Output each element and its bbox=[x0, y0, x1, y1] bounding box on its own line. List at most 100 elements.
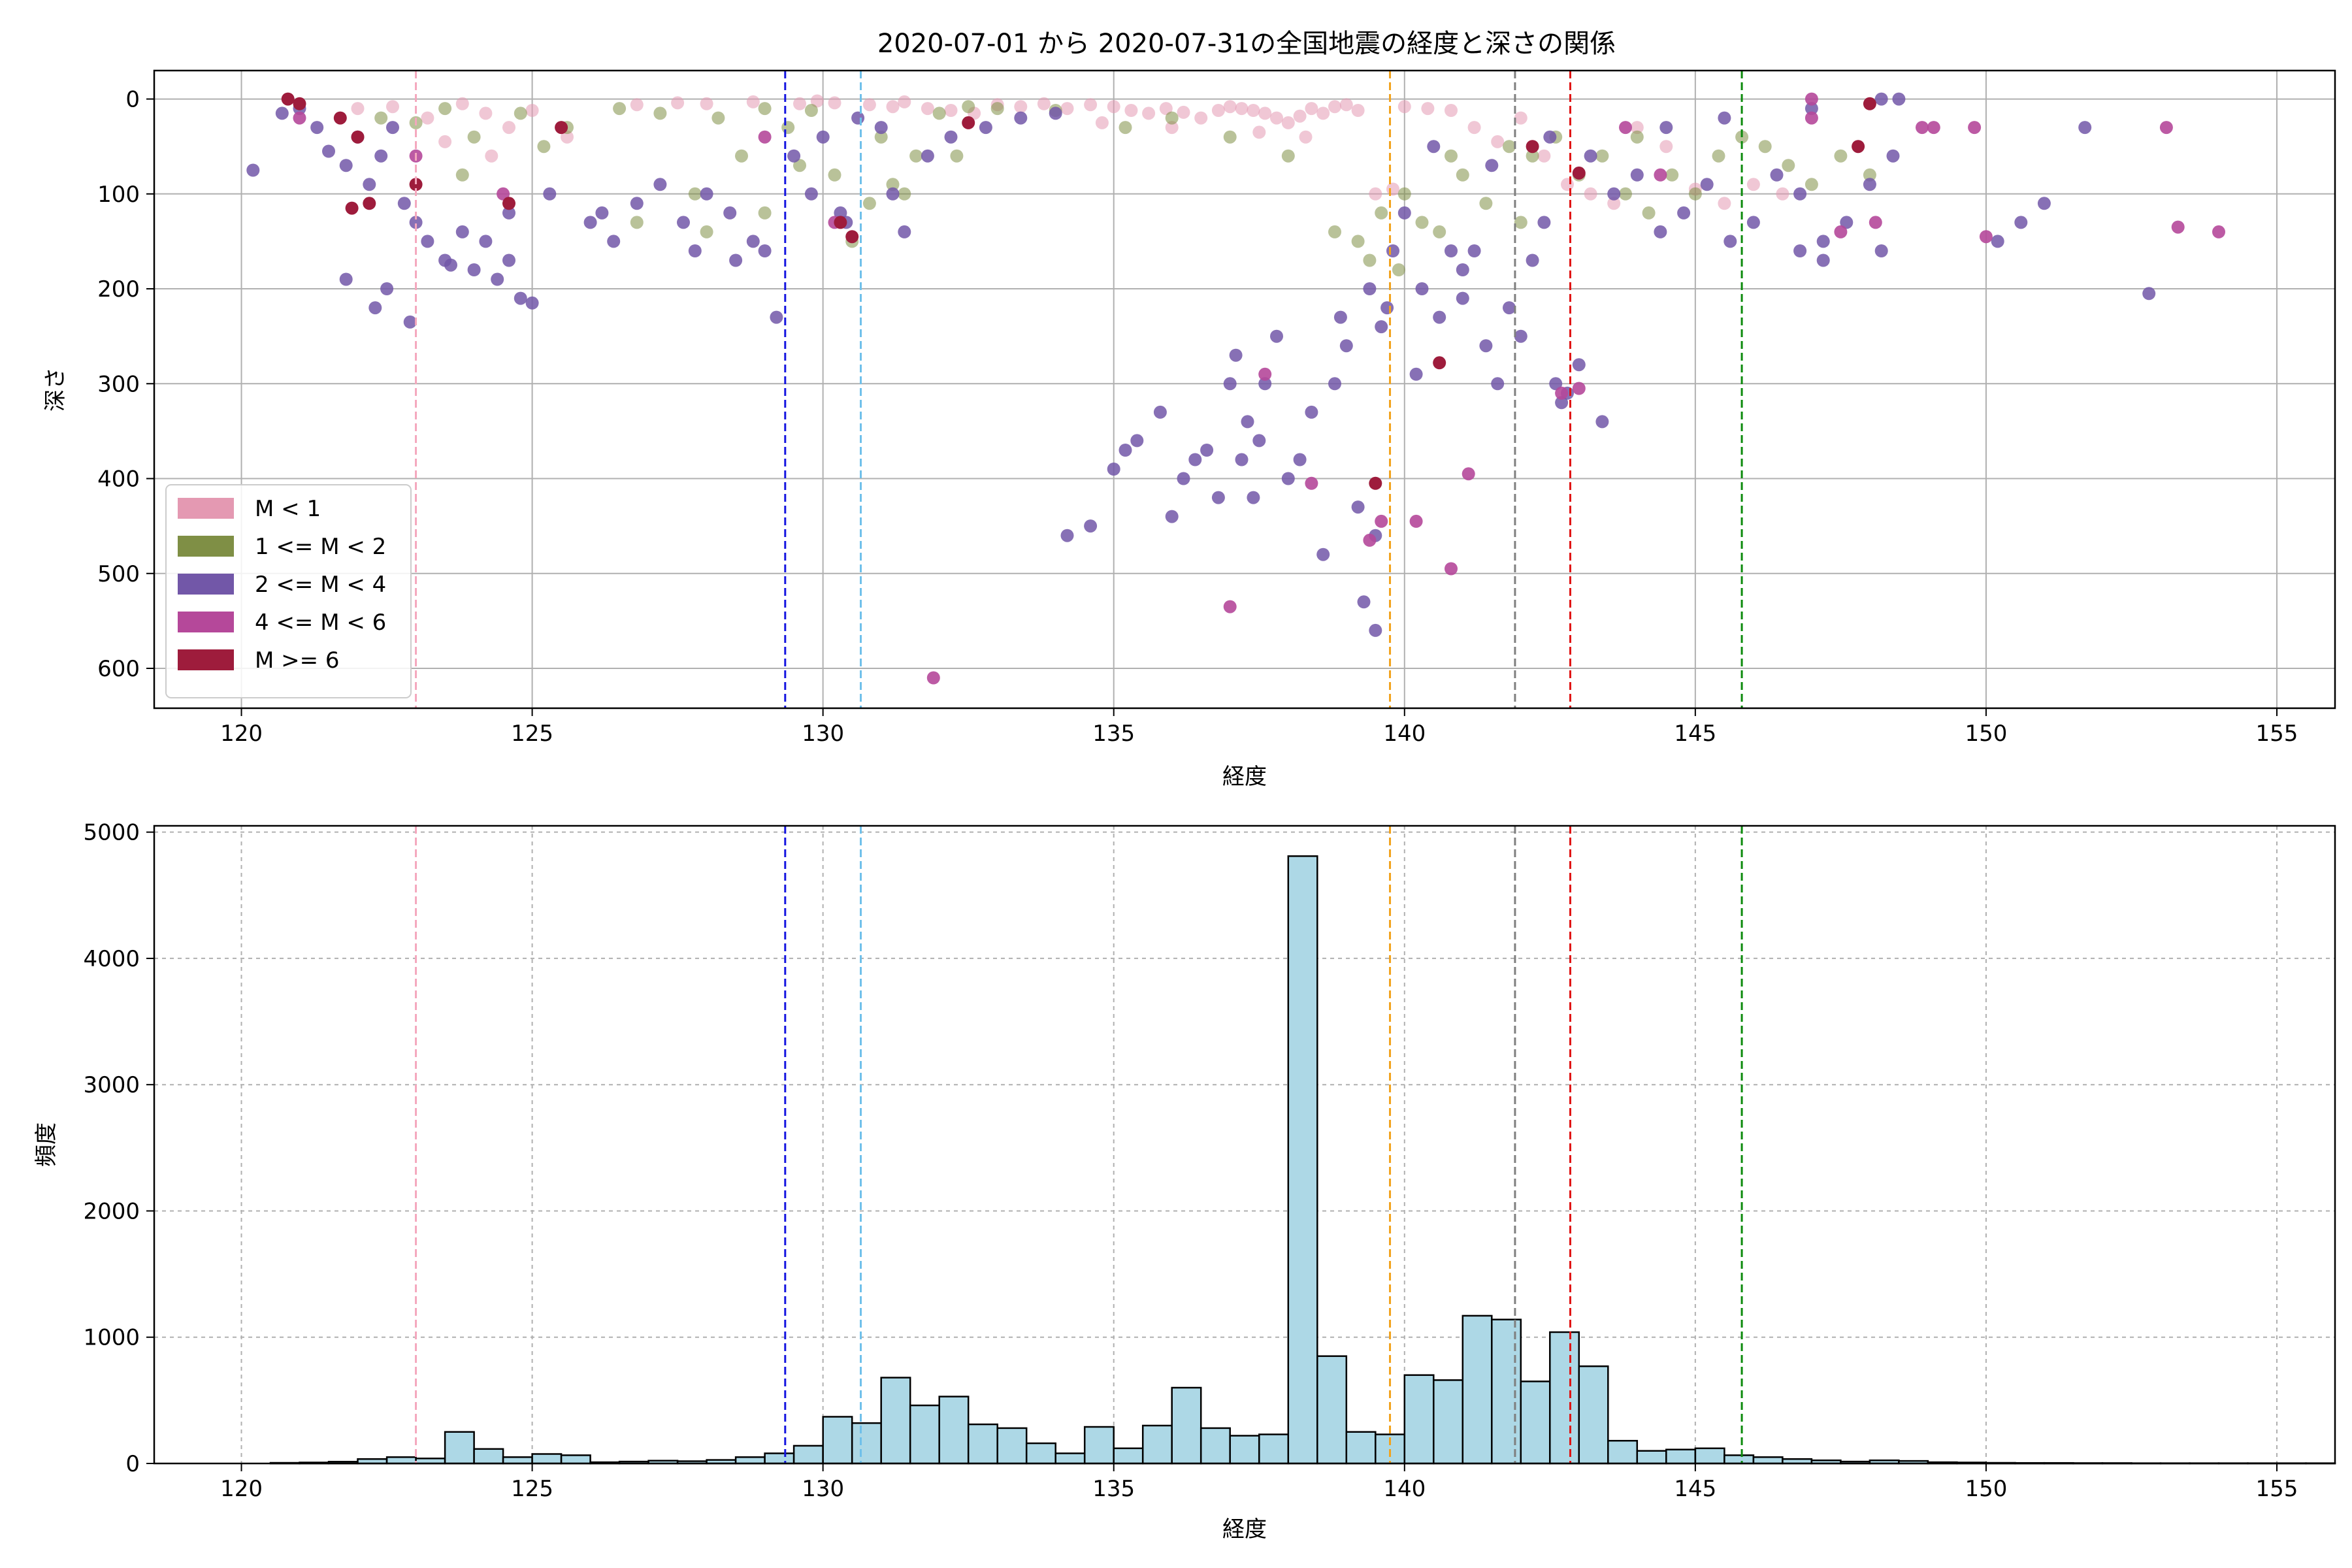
scatter-point bbox=[886, 187, 900, 201]
scatter-point bbox=[770, 310, 783, 324]
scatter-point bbox=[1595, 149, 1609, 163]
scatter-point bbox=[1863, 168, 1876, 182]
histogram-bar bbox=[1694, 1447, 1725, 1465]
scatter-point bbox=[944, 130, 958, 144]
histogram-bar bbox=[822, 1416, 853, 1465]
scatter-point bbox=[467, 130, 481, 144]
scatter-point bbox=[700, 97, 713, 110]
scatter-point bbox=[2078, 121, 2092, 135]
scatter-point bbox=[1142, 106, 1156, 120]
scatter-point bbox=[1549, 377, 1563, 391]
scatter-point bbox=[322, 144, 335, 158]
scatter-point bbox=[1107, 100, 1120, 114]
scatter-point bbox=[1281, 116, 1295, 129]
scatter-point bbox=[834, 216, 847, 229]
scatter-point bbox=[1363, 253, 1377, 267]
scatter-point bbox=[1369, 187, 1382, 201]
scatter-point bbox=[491, 272, 504, 286]
scatter-point bbox=[514, 106, 527, 120]
histogram-bar bbox=[1520, 1380, 1551, 1465]
scatter-point bbox=[1037, 97, 1051, 110]
scatter-point bbox=[1247, 491, 1260, 504]
scatter-point bbox=[1223, 600, 1237, 613]
scatter-point bbox=[1351, 235, 1365, 248]
scatter-point bbox=[1514, 111, 1527, 125]
scatter-point bbox=[409, 178, 423, 191]
scatter-point bbox=[828, 168, 841, 182]
legend-swatch bbox=[178, 612, 234, 632]
scatter-point bbox=[1211, 104, 1225, 117]
histogram-ticks: 120 125 130 135 140 145 150 155 0 1000 2000 3000 400… bbox=[83, 820, 2298, 1502]
scatter-x-tick-label: 155 bbox=[2256, 721, 2298, 747]
scatter-point bbox=[851, 111, 865, 125]
scatter-point bbox=[1194, 111, 1208, 125]
scatter-point bbox=[1619, 121, 1632, 135]
scatter-point bbox=[1456, 263, 1469, 276]
histogram-bar bbox=[1433, 1379, 1464, 1465]
scatter-point bbox=[1514, 216, 1527, 229]
scatter-point bbox=[1503, 140, 1516, 154]
scatter-point bbox=[1415, 216, 1429, 229]
scatter-point bbox=[1852, 140, 1865, 154]
histogram-bar bbox=[560, 1454, 591, 1465]
scatter-point bbox=[671, 96, 685, 110]
scatter-point bbox=[525, 296, 539, 310]
scatter-x-tick-label: 130 bbox=[802, 721, 844, 747]
scatter-point bbox=[845, 230, 859, 244]
scatter-point bbox=[1084, 98, 1098, 112]
scatter-point bbox=[1456, 168, 1469, 182]
legend-label: 1 <= M < 2 bbox=[255, 534, 386, 560]
scatter-point bbox=[1462, 467, 1475, 481]
scatter-point bbox=[1793, 187, 1807, 201]
scatter-point bbox=[1363, 282, 1377, 295]
scatter-point bbox=[723, 206, 737, 220]
scatter-point bbox=[1241, 415, 1254, 429]
scatter-point bbox=[962, 116, 975, 129]
scatter-point bbox=[397, 197, 411, 210]
scatter-y-tick-label: 400 bbox=[97, 466, 140, 493]
scatter-point bbox=[339, 159, 353, 172]
histogram-panel: 120 125 130 135 140 145 150 155 0 1000 2000 3000 400… bbox=[33, 820, 2336, 1543]
scatter-point bbox=[677, 216, 690, 229]
scatter-point bbox=[1555, 386, 1569, 400]
scatter-point bbox=[1572, 358, 1586, 372]
scatter-point bbox=[1555, 396, 1569, 410]
histogram-y-tick-label: 1000 bbox=[83, 1325, 140, 1351]
histogram-bar bbox=[444, 1431, 475, 1465]
scatter-point bbox=[1153, 405, 1167, 419]
scatter-point bbox=[1397, 187, 1411, 201]
scatter-point bbox=[804, 187, 818, 201]
histogram-bar bbox=[1578, 1365, 1609, 1465]
scatter-point bbox=[1200, 444, 1214, 457]
scatter-point bbox=[1863, 178, 1876, 191]
scatter-point bbox=[363, 197, 376, 210]
histogram-bar bbox=[1113, 1447, 1144, 1465]
scatter-point bbox=[1130, 434, 1144, 448]
scatter-point bbox=[1415, 282, 1429, 295]
scatter-point bbox=[345, 201, 359, 215]
scatter-grid bbox=[154, 71, 2335, 708]
scatter-point bbox=[1584, 149, 1597, 163]
scatter-ticks: 120 125 130 135 140 145 150 155 0 100 200 300 400 500… bbox=[97, 87, 2298, 747]
scatter-point bbox=[613, 102, 627, 116]
histogram-x-tick-label: 120 bbox=[220, 1476, 263, 1502]
histogram-bar bbox=[996, 1427, 1028, 1465]
scatter-y-tick-label: 600 bbox=[97, 656, 140, 682]
scatter-point bbox=[1665, 168, 1679, 182]
histogram-reference-lines bbox=[415, 826, 1743, 1463]
histogram-bar bbox=[1258, 1433, 1290, 1465]
scatter-point bbox=[1805, 92, 1818, 106]
scatter-point bbox=[921, 102, 934, 116]
scatter-point bbox=[1758, 140, 1772, 154]
scatter-point bbox=[1339, 339, 1353, 353]
histogram-y-label: 頻度 bbox=[33, 1122, 59, 1167]
histogram-bar bbox=[764, 1452, 795, 1465]
scatter-point bbox=[1421, 102, 1435, 116]
histogram-bar bbox=[1491, 1318, 1522, 1465]
scatter-point bbox=[1537, 216, 1551, 229]
scatter-point bbox=[862, 98, 876, 112]
scatter-point bbox=[374, 111, 388, 125]
scatter-point bbox=[1445, 244, 1458, 257]
scatter-point bbox=[758, 130, 772, 144]
histogram-bar bbox=[1229, 1435, 1260, 1465]
